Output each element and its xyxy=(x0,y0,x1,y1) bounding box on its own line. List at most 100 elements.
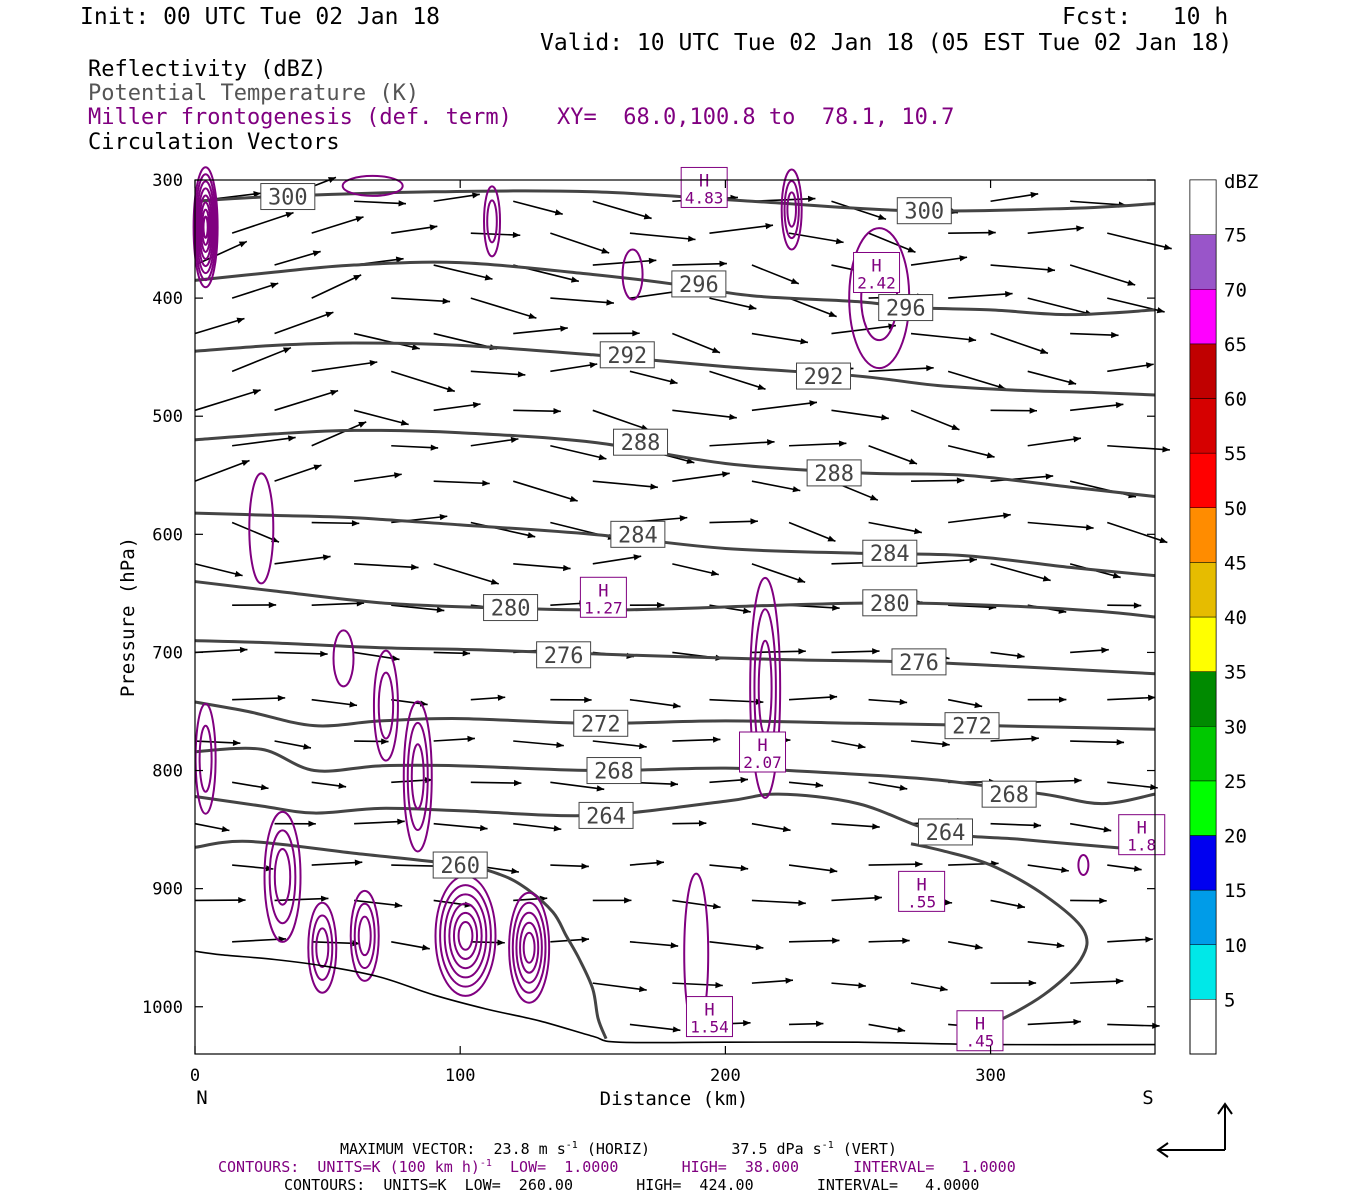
circulation-vector xyxy=(911,477,965,484)
theta-contour-label: 276 xyxy=(891,648,947,676)
circulation-vector xyxy=(751,563,806,584)
x-tick-label: 200 xyxy=(710,1066,741,1086)
frontogenesis-contour xyxy=(353,902,376,970)
circulation-vector xyxy=(433,264,493,281)
circulation-vector xyxy=(629,232,696,242)
theta-contour xyxy=(910,842,1089,1032)
circulation-vector xyxy=(948,291,1013,299)
theta-contour-label: 292 xyxy=(599,341,655,369)
circulation-vector xyxy=(831,894,882,902)
colorbar-label: 50 xyxy=(1224,498,1247,520)
colorbar-label: 20 xyxy=(1224,826,1247,848)
theta-contour-label: 264 xyxy=(917,818,973,846)
colorbar-label: 60 xyxy=(1224,389,1247,411)
colorbar-label: 55 xyxy=(1224,443,1247,465)
colorbar-label: 35 xyxy=(1224,662,1247,684)
frontogenesis-contour xyxy=(194,702,217,815)
theta-contour-label: 272 xyxy=(944,712,1000,740)
theta-contour-label: 296 xyxy=(878,294,934,322)
circulation-vector xyxy=(1070,822,1112,833)
svg-text:.45: .45 xyxy=(966,1032,995,1051)
circulation-vector xyxy=(592,480,658,490)
theta-contour-label: 268 xyxy=(586,757,642,785)
circulation-vector xyxy=(1070,331,1119,339)
svg-text:264: 264 xyxy=(926,821,966,846)
footer-fronto-contours: CONTOURS: UNITS=K (100 km h)-1 LOW= 1.00… xyxy=(218,1158,1016,1176)
frontogenesis-contour xyxy=(448,902,483,970)
circulation-vector xyxy=(470,370,526,378)
theta-contour-label: 300 xyxy=(260,183,316,211)
svg-text:4.83: 4.83 xyxy=(685,188,724,207)
circulation-vector xyxy=(354,899,403,909)
circulation-vector xyxy=(709,776,749,784)
circulation-vector xyxy=(550,297,614,306)
circulation-vector xyxy=(470,436,519,447)
circulation-vector xyxy=(391,604,445,613)
frontogenesis-contour xyxy=(511,901,547,994)
circulation-vector xyxy=(550,362,598,373)
circulation-vector xyxy=(274,250,321,266)
svg-text:284: 284 xyxy=(870,542,910,567)
circulation-vector xyxy=(232,864,274,872)
frontogenesis-max-label: H1.27 xyxy=(579,576,627,618)
frontogenesis-contour xyxy=(202,215,209,239)
circulation-vector xyxy=(550,696,592,704)
circulation-vector xyxy=(629,601,665,609)
circulation-vector xyxy=(232,695,286,702)
colorbar-swatch xyxy=(1189,616,1217,672)
circulation-vector xyxy=(990,899,1026,909)
circulation-vector xyxy=(433,192,480,203)
frontogenesis-contour xyxy=(621,248,644,301)
circulation-vector xyxy=(354,818,405,825)
circulation-vector xyxy=(513,408,561,415)
svg-text:2.07: 2.07 xyxy=(743,753,782,772)
svg-text:H: H xyxy=(975,1015,985,1035)
circulation-vector xyxy=(831,982,866,989)
circulation-vector xyxy=(433,822,488,832)
circulation-vector xyxy=(311,216,364,234)
frontogenesis-contour xyxy=(195,180,216,275)
theta-contour-label: 276 xyxy=(536,641,592,669)
svg-text:292: 292 xyxy=(804,365,844,390)
circulation-vector xyxy=(391,297,451,305)
frontogenesis-contour xyxy=(357,915,372,957)
circulation-vector xyxy=(789,937,840,944)
svg-text:284: 284 xyxy=(618,523,658,548)
circulation-vector xyxy=(831,409,889,421)
circulation-vector xyxy=(1027,1018,1081,1026)
circulation-vector xyxy=(1107,232,1172,250)
colorbar-label: 30 xyxy=(1224,716,1247,738)
circulation-vector xyxy=(629,859,664,866)
circulation-vector xyxy=(354,563,419,571)
svg-text:268: 268 xyxy=(594,760,634,785)
circulation-vector xyxy=(470,694,506,701)
colorbar-label: 75 xyxy=(1224,225,1247,247)
circulation-vector xyxy=(354,472,402,482)
circulation-vector xyxy=(354,738,389,745)
frontogenesis-contour xyxy=(198,724,213,793)
svg-text:H: H xyxy=(757,736,767,756)
theta-contour xyxy=(194,580,1156,619)
circulation-vector xyxy=(751,400,818,412)
circulation-vector xyxy=(592,200,652,220)
circulation-vector xyxy=(433,650,471,657)
colorbar-label: 65 xyxy=(1224,334,1247,356)
circulation-vector xyxy=(550,444,607,461)
circulation-vector xyxy=(513,563,571,572)
field-frontogenesis: Miller frontogenesis (def. term) xyxy=(88,105,512,130)
y-tick-label: 800 xyxy=(152,762,183,782)
circulation-vector xyxy=(1107,521,1168,544)
circulation-vector xyxy=(751,822,791,833)
circulation-vector xyxy=(391,941,430,951)
circulation-vector xyxy=(788,694,838,701)
colorbar-swatch xyxy=(1189,452,1217,508)
circulation-vector xyxy=(513,822,562,832)
circulation-vector xyxy=(990,651,1025,659)
colorbar-swatch xyxy=(1189,944,1217,1000)
circulation-vector xyxy=(990,979,1037,987)
circulation-vector xyxy=(868,232,916,253)
circulation-vector xyxy=(311,781,347,789)
frontogenesis-contour xyxy=(443,893,488,979)
frontogenesis-contour xyxy=(268,829,297,925)
svg-text:300: 300 xyxy=(904,200,944,225)
